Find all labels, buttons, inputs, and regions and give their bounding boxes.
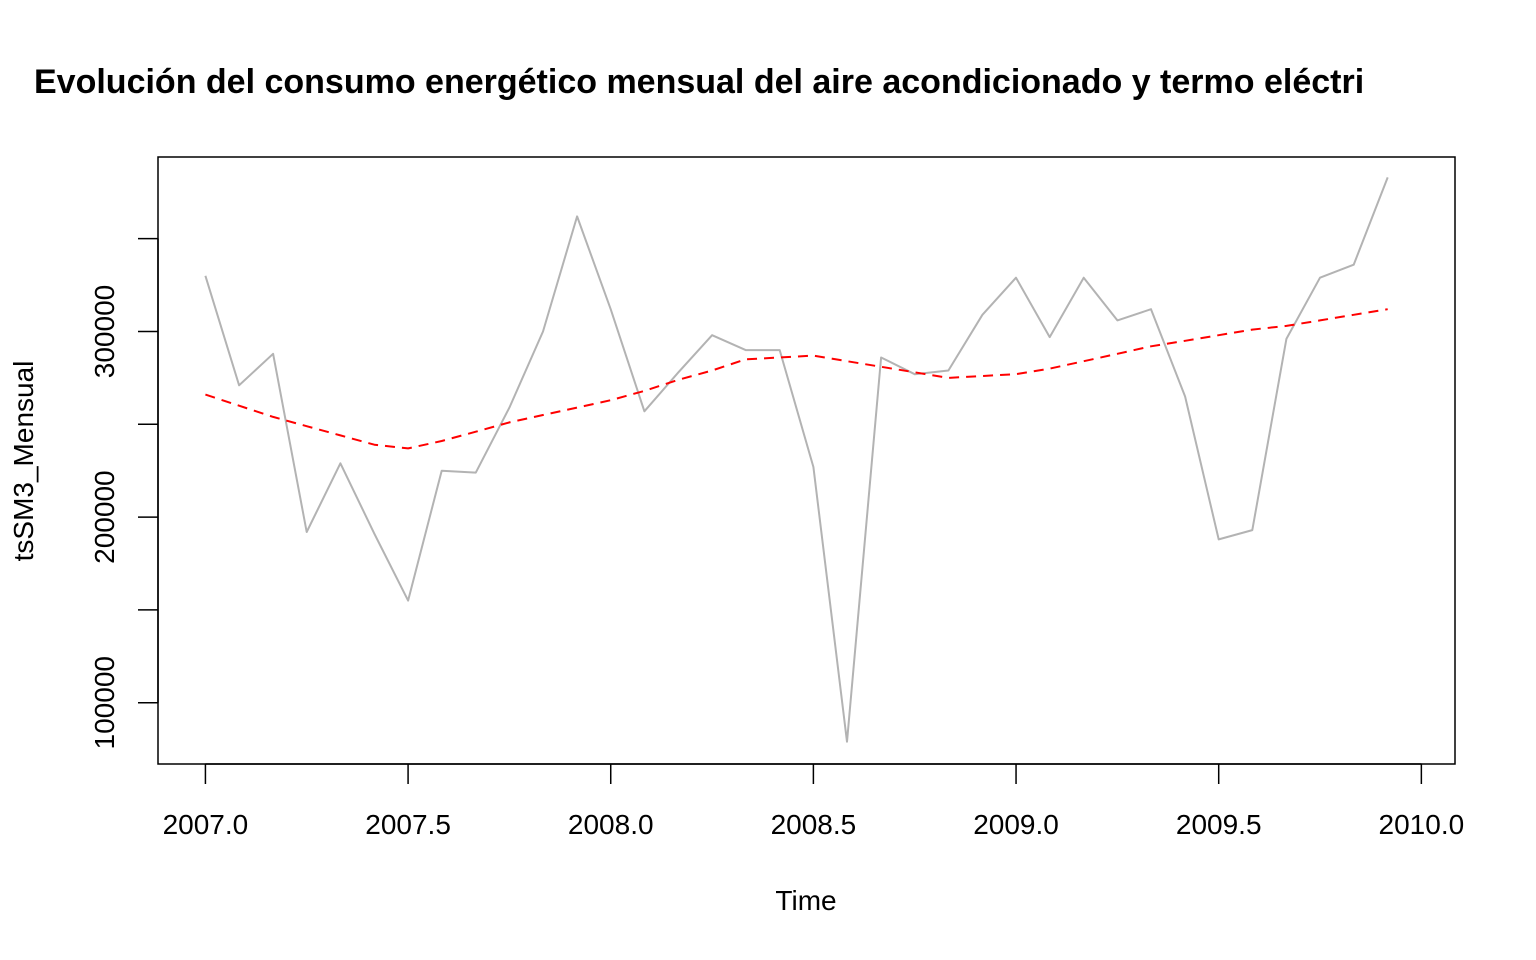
y-axis: 100000 200000 300000 <box>89 237 159 749</box>
y-tick-label: 100000 <box>89 656 120 749</box>
plot-frame <box>157 156 1456 765</box>
x-tick-label: 2009.5 <box>1176 809 1262 840</box>
series-layer <box>204 177 1389 743</box>
x-tick-label: 2009.0 <box>973 809 1059 840</box>
x-tick-label: 2007.0 <box>163 809 249 840</box>
series-line-1 <box>204 177 1389 743</box>
y-tick-label: 200000 <box>89 470 120 563</box>
y-tick-label: 300000 <box>89 285 120 378</box>
y-axis-label: tsSM3_Mensual <box>8 361 39 562</box>
chart-title: Evolución del consumo energético mensual… <box>34 63 1364 101</box>
series-line-2 <box>205 308 1388 450</box>
x-tick-label: 2008.5 <box>771 809 857 840</box>
x-axis: 2007.0 2007.5 2008.0 2008.5 2009.0 2009.5 2010… <box>163 763 1465 840</box>
x-axis-label: Time <box>775 885 836 916</box>
x-tick-label: 2008.0 <box>568 809 654 840</box>
x-tick-label: 2007.5 <box>365 809 451 840</box>
x-tick-label: 2010.0 <box>1379 809 1465 840</box>
